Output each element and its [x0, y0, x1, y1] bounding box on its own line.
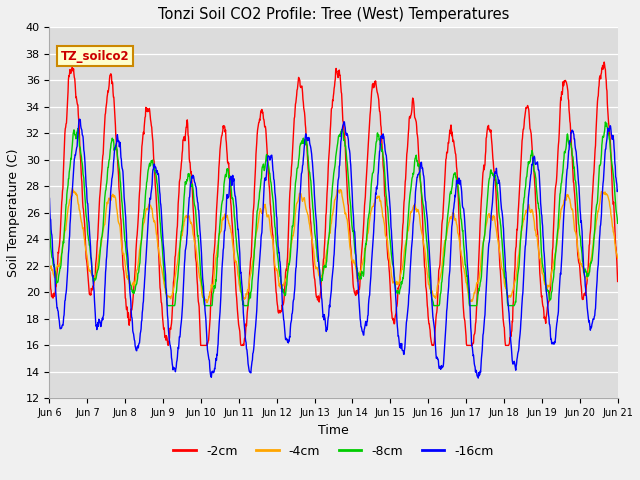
- -2cm: [547, 285, 554, 291]
- X-axis label: Time: Time: [318, 424, 349, 437]
- -2cm: [45, 268, 53, 274]
- -8cm: [602, 119, 609, 125]
- -16cm: [547, 336, 555, 342]
- -2cm: [497, 268, 504, 274]
- -8cm: [164, 303, 172, 309]
- -4cm: [172, 266, 180, 272]
- -4cm: [547, 274, 555, 280]
- -2cm: [600, 59, 608, 65]
- -8cm: [45, 218, 53, 224]
- -4cm: [614, 255, 621, 261]
- Y-axis label: Soil Temperature (C): Soil Temperature (C): [7, 149, 20, 277]
- -8cm: [236, 276, 244, 281]
- -4cm: [45, 265, 53, 271]
- Line: -4cm: -4cm: [49, 189, 618, 303]
- -16cm: [172, 364, 180, 370]
- Line: -16cm: -16cm: [49, 119, 618, 378]
- Title: Tonzi Soil CO2 Profile: Tree (West) Temperatures: Tonzi Soil CO2 Profile: Tree (West) Temp…: [158, 7, 509, 22]
- -2cm: [422, 286, 430, 291]
- -16cm: [474, 375, 482, 381]
- -4cm: [159, 270, 166, 276]
- -2cm: [172, 240, 180, 246]
- Legend: -2cm, -4cm, -8cm, -16cm: -2cm, -4cm, -8cm, -16cm: [168, 440, 499, 463]
- -4cm: [497, 258, 504, 264]
- -8cm: [497, 220, 504, 226]
- -16cm: [497, 198, 504, 204]
- -8cm: [422, 231, 430, 237]
- -16cm: [422, 205, 430, 211]
- -4cm: [203, 300, 211, 306]
- -8cm: [158, 240, 166, 246]
- -2cm: [614, 278, 621, 284]
- -2cm: [236, 328, 244, 334]
- -16cm: [159, 227, 166, 232]
- -8cm: [547, 297, 554, 302]
- Text: TZ_soilco2: TZ_soilco2: [61, 49, 129, 62]
- -8cm: [614, 220, 621, 226]
- -2cm: [164, 343, 172, 348]
- -4cm: [236, 288, 244, 293]
- Line: -2cm: -2cm: [49, 62, 618, 346]
- -8cm: [172, 290, 180, 296]
- -2cm: [158, 304, 166, 310]
- -16cm: [614, 188, 621, 193]
- -16cm: [76, 116, 83, 122]
- -4cm: [68, 186, 76, 192]
- -4cm: [422, 264, 430, 270]
- -16cm: [236, 250, 244, 256]
- Line: -8cm: -8cm: [49, 122, 618, 306]
- -16cm: [45, 195, 53, 201]
